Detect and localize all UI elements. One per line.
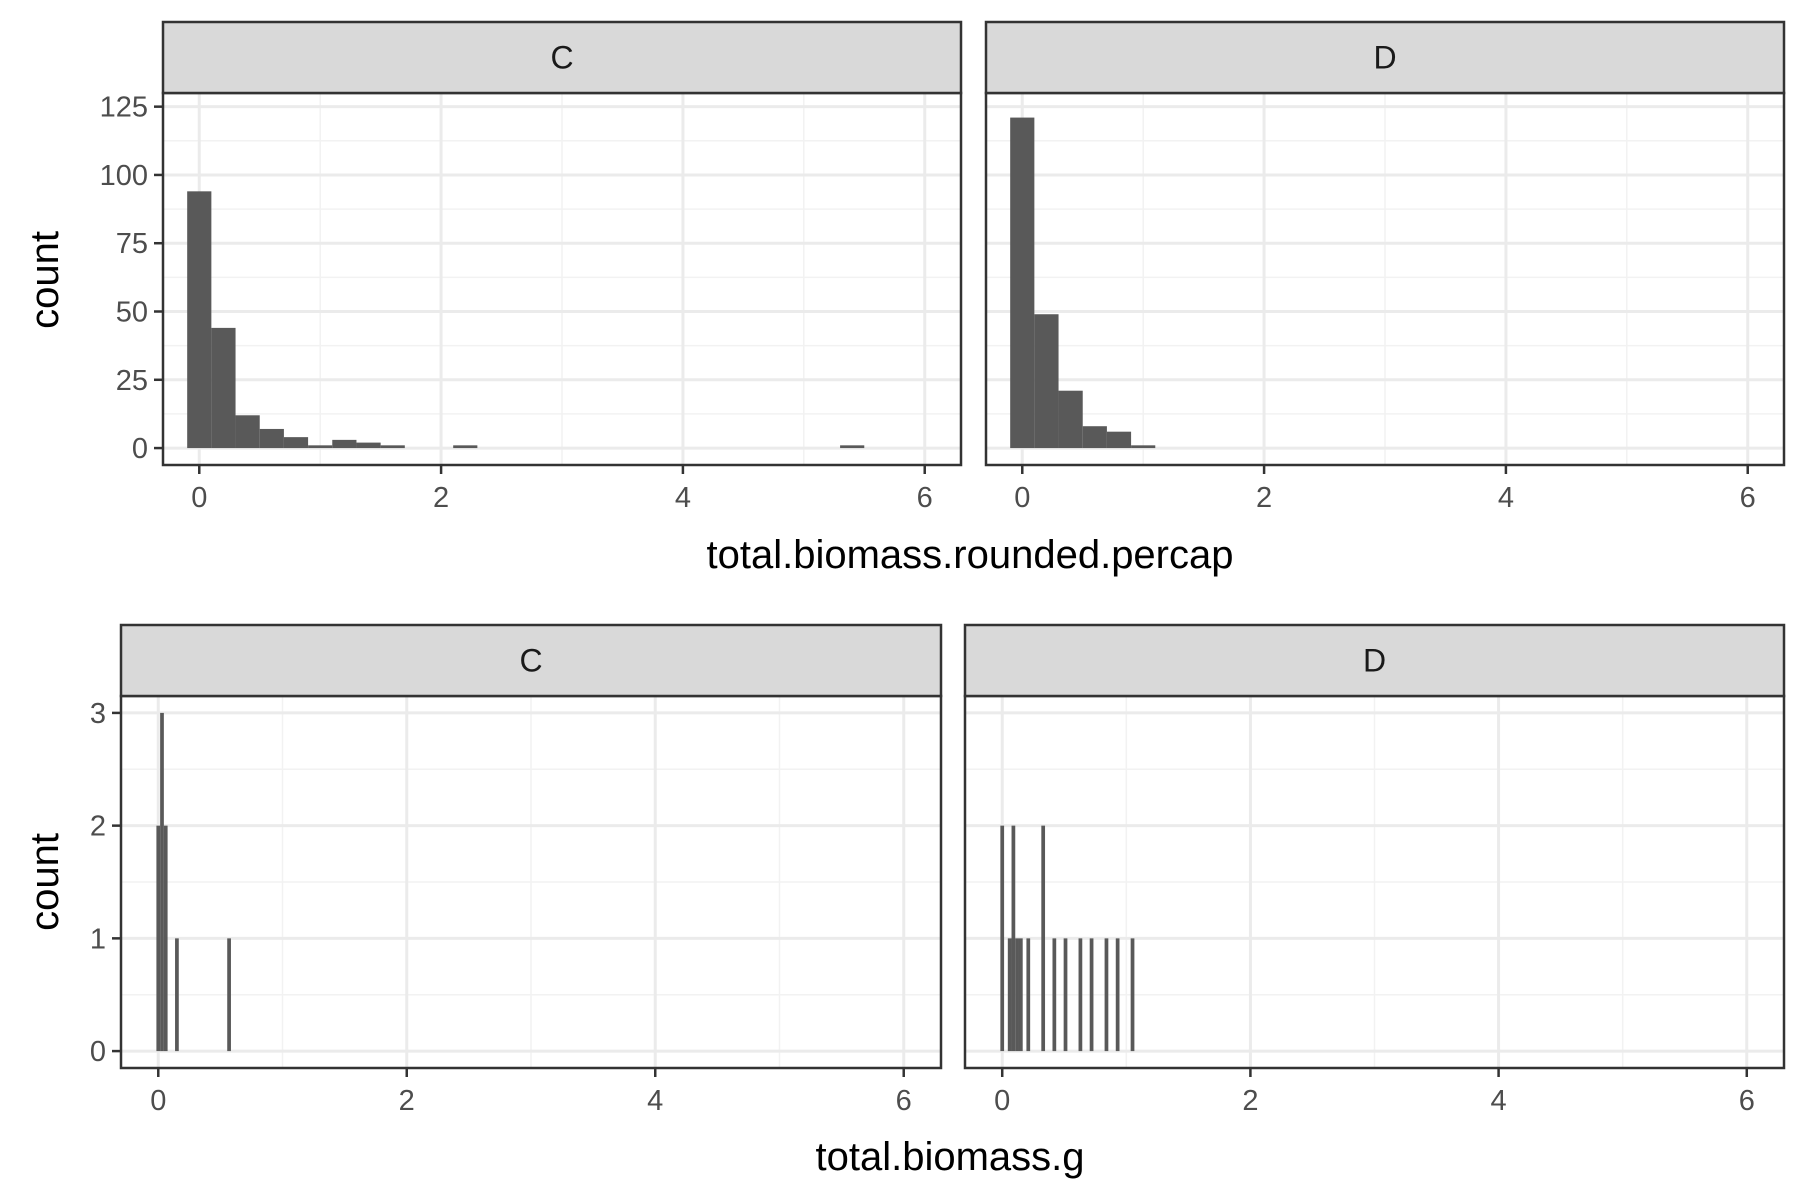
facet-strip-label: C bbox=[550, 40, 573, 76]
histogram-bar bbox=[453, 445, 478, 449]
bottom-y-axis-title: count bbox=[23, 833, 67, 931]
facet-strip-label: D bbox=[1373, 40, 1396, 76]
x-tick-label: 2 bbox=[1256, 482, 1272, 514]
histogram-bar bbox=[1104, 938, 1109, 1052]
y-tick-label: 1 bbox=[90, 923, 106, 955]
histogram-bar bbox=[356, 442, 381, 449]
x-tick-label: 6 bbox=[896, 1085, 912, 1117]
y-tick-label: 100 bbox=[100, 160, 148, 192]
facet-strip bbox=[984, 20, 1786, 95]
histogram-bar bbox=[1078, 938, 1083, 1052]
histogram-bar bbox=[1007, 938, 1012, 1052]
histogram-bar bbox=[332, 439, 357, 449]
x-tick-label: 2 bbox=[399, 1085, 415, 1117]
x-tick-label: 0 bbox=[1014, 482, 1030, 514]
histogram-bar bbox=[175, 938, 179, 1052]
x-tick-label: 6 bbox=[1739, 1085, 1755, 1117]
histogram-bar bbox=[1034, 314, 1059, 449]
x-tick-label: 0 bbox=[191, 482, 207, 514]
x-tick-label: 4 bbox=[675, 482, 691, 514]
histogram-bar bbox=[156, 825, 161, 1052]
histogram-bar bbox=[211, 327, 236, 449]
histogram-bar bbox=[1115, 938, 1120, 1052]
y-tick-label: 50 bbox=[116, 297, 148, 329]
facet-strip-label: C bbox=[519, 643, 542, 679]
x-tick-label: 0 bbox=[994, 1085, 1010, 1117]
facet-panel-0-1: D 0 2 4 6 bbox=[984, 20, 1786, 514]
histogram-bar bbox=[1106, 431, 1132, 449]
histogram-bar bbox=[259, 428, 284, 449]
histogram-bar bbox=[227, 938, 231, 1052]
histogram-bar bbox=[1011, 825, 1016, 1052]
histogram-bar bbox=[1130, 938, 1135, 1052]
histogram-bar bbox=[283, 437, 309, 449]
y-tick-label: 2 bbox=[90, 811, 106, 843]
y-tick-label: 25 bbox=[116, 365, 148, 397]
facet-panel-1-1: D 0 2 4 6 bbox=[963, 623, 1786, 1117]
histogram-bar bbox=[235, 415, 260, 449]
y-tick-label: 125 bbox=[100, 92, 148, 124]
histogram-bar bbox=[380, 445, 405, 449]
facet-strip bbox=[963, 623, 1786, 698]
facet-panel-1-0: C 0 2 4 6 0 1 2 3 bbox=[90, 623, 943, 1117]
facet-strip bbox=[119, 623, 943, 698]
top-x-axis-title: total.biomass.rounded.percap bbox=[707, 533, 1234, 577]
facet-panels: C 0 2 4 6 0 25 50 75 100 125 D 0 2 4 6 C 0 2 4 6 0 1 2 3 D 0 2 4 6 bbox=[90, 20, 1786, 1117]
histogram-bar bbox=[1041, 825, 1046, 1052]
histogram-bar bbox=[1089, 938, 1094, 1052]
histogram-bar bbox=[1010, 117, 1035, 449]
histogram-bar bbox=[840, 445, 865, 449]
y-tick-label: 0 bbox=[132, 433, 148, 465]
x-tick-label: 6 bbox=[917, 482, 933, 514]
x-tick-label: 4 bbox=[1491, 1085, 1507, 1117]
bottom-x-axis-title: total.biomass.g bbox=[815, 1135, 1084, 1179]
x-tick-label: 2 bbox=[433, 482, 449, 514]
x-tick-label: 4 bbox=[1498, 482, 1514, 514]
histogram-bar bbox=[187, 191, 212, 449]
histogram-bar bbox=[1058, 390, 1083, 449]
y-tick-label: 0 bbox=[90, 1036, 106, 1068]
facet-strip bbox=[161, 20, 963, 95]
histogram-bar bbox=[160, 712, 164, 1052]
histogram-bar bbox=[1018, 938, 1023, 1052]
y-tick-label: 75 bbox=[116, 228, 148, 260]
x-tick-label: 0 bbox=[150, 1085, 166, 1117]
histogram-bar bbox=[1131, 445, 1156, 449]
x-tick-label: 6 bbox=[1740, 482, 1756, 514]
histogram-bar bbox=[163, 825, 168, 1052]
x-tick-label: 4 bbox=[647, 1085, 663, 1117]
y-tick-label: 3 bbox=[90, 698, 106, 730]
histogram-bar bbox=[1052, 938, 1057, 1052]
histogram-bar bbox=[1082, 426, 1107, 449]
histogram-bar bbox=[1063, 938, 1068, 1052]
histogram-bar bbox=[1000, 825, 1005, 1052]
histogram-bar bbox=[1015, 938, 1019, 1052]
facet-panel-0-0: C 0 2 4 6 0 25 50 75 100 125 bbox=[100, 20, 963, 514]
x-tick-label: 2 bbox=[1242, 1085, 1258, 1117]
histogram-bar bbox=[1026, 938, 1031, 1052]
histogram-bar bbox=[308, 445, 333, 449]
facet-strip-label: D bbox=[1363, 643, 1386, 679]
top-y-axis-title: count bbox=[23, 231, 67, 329]
